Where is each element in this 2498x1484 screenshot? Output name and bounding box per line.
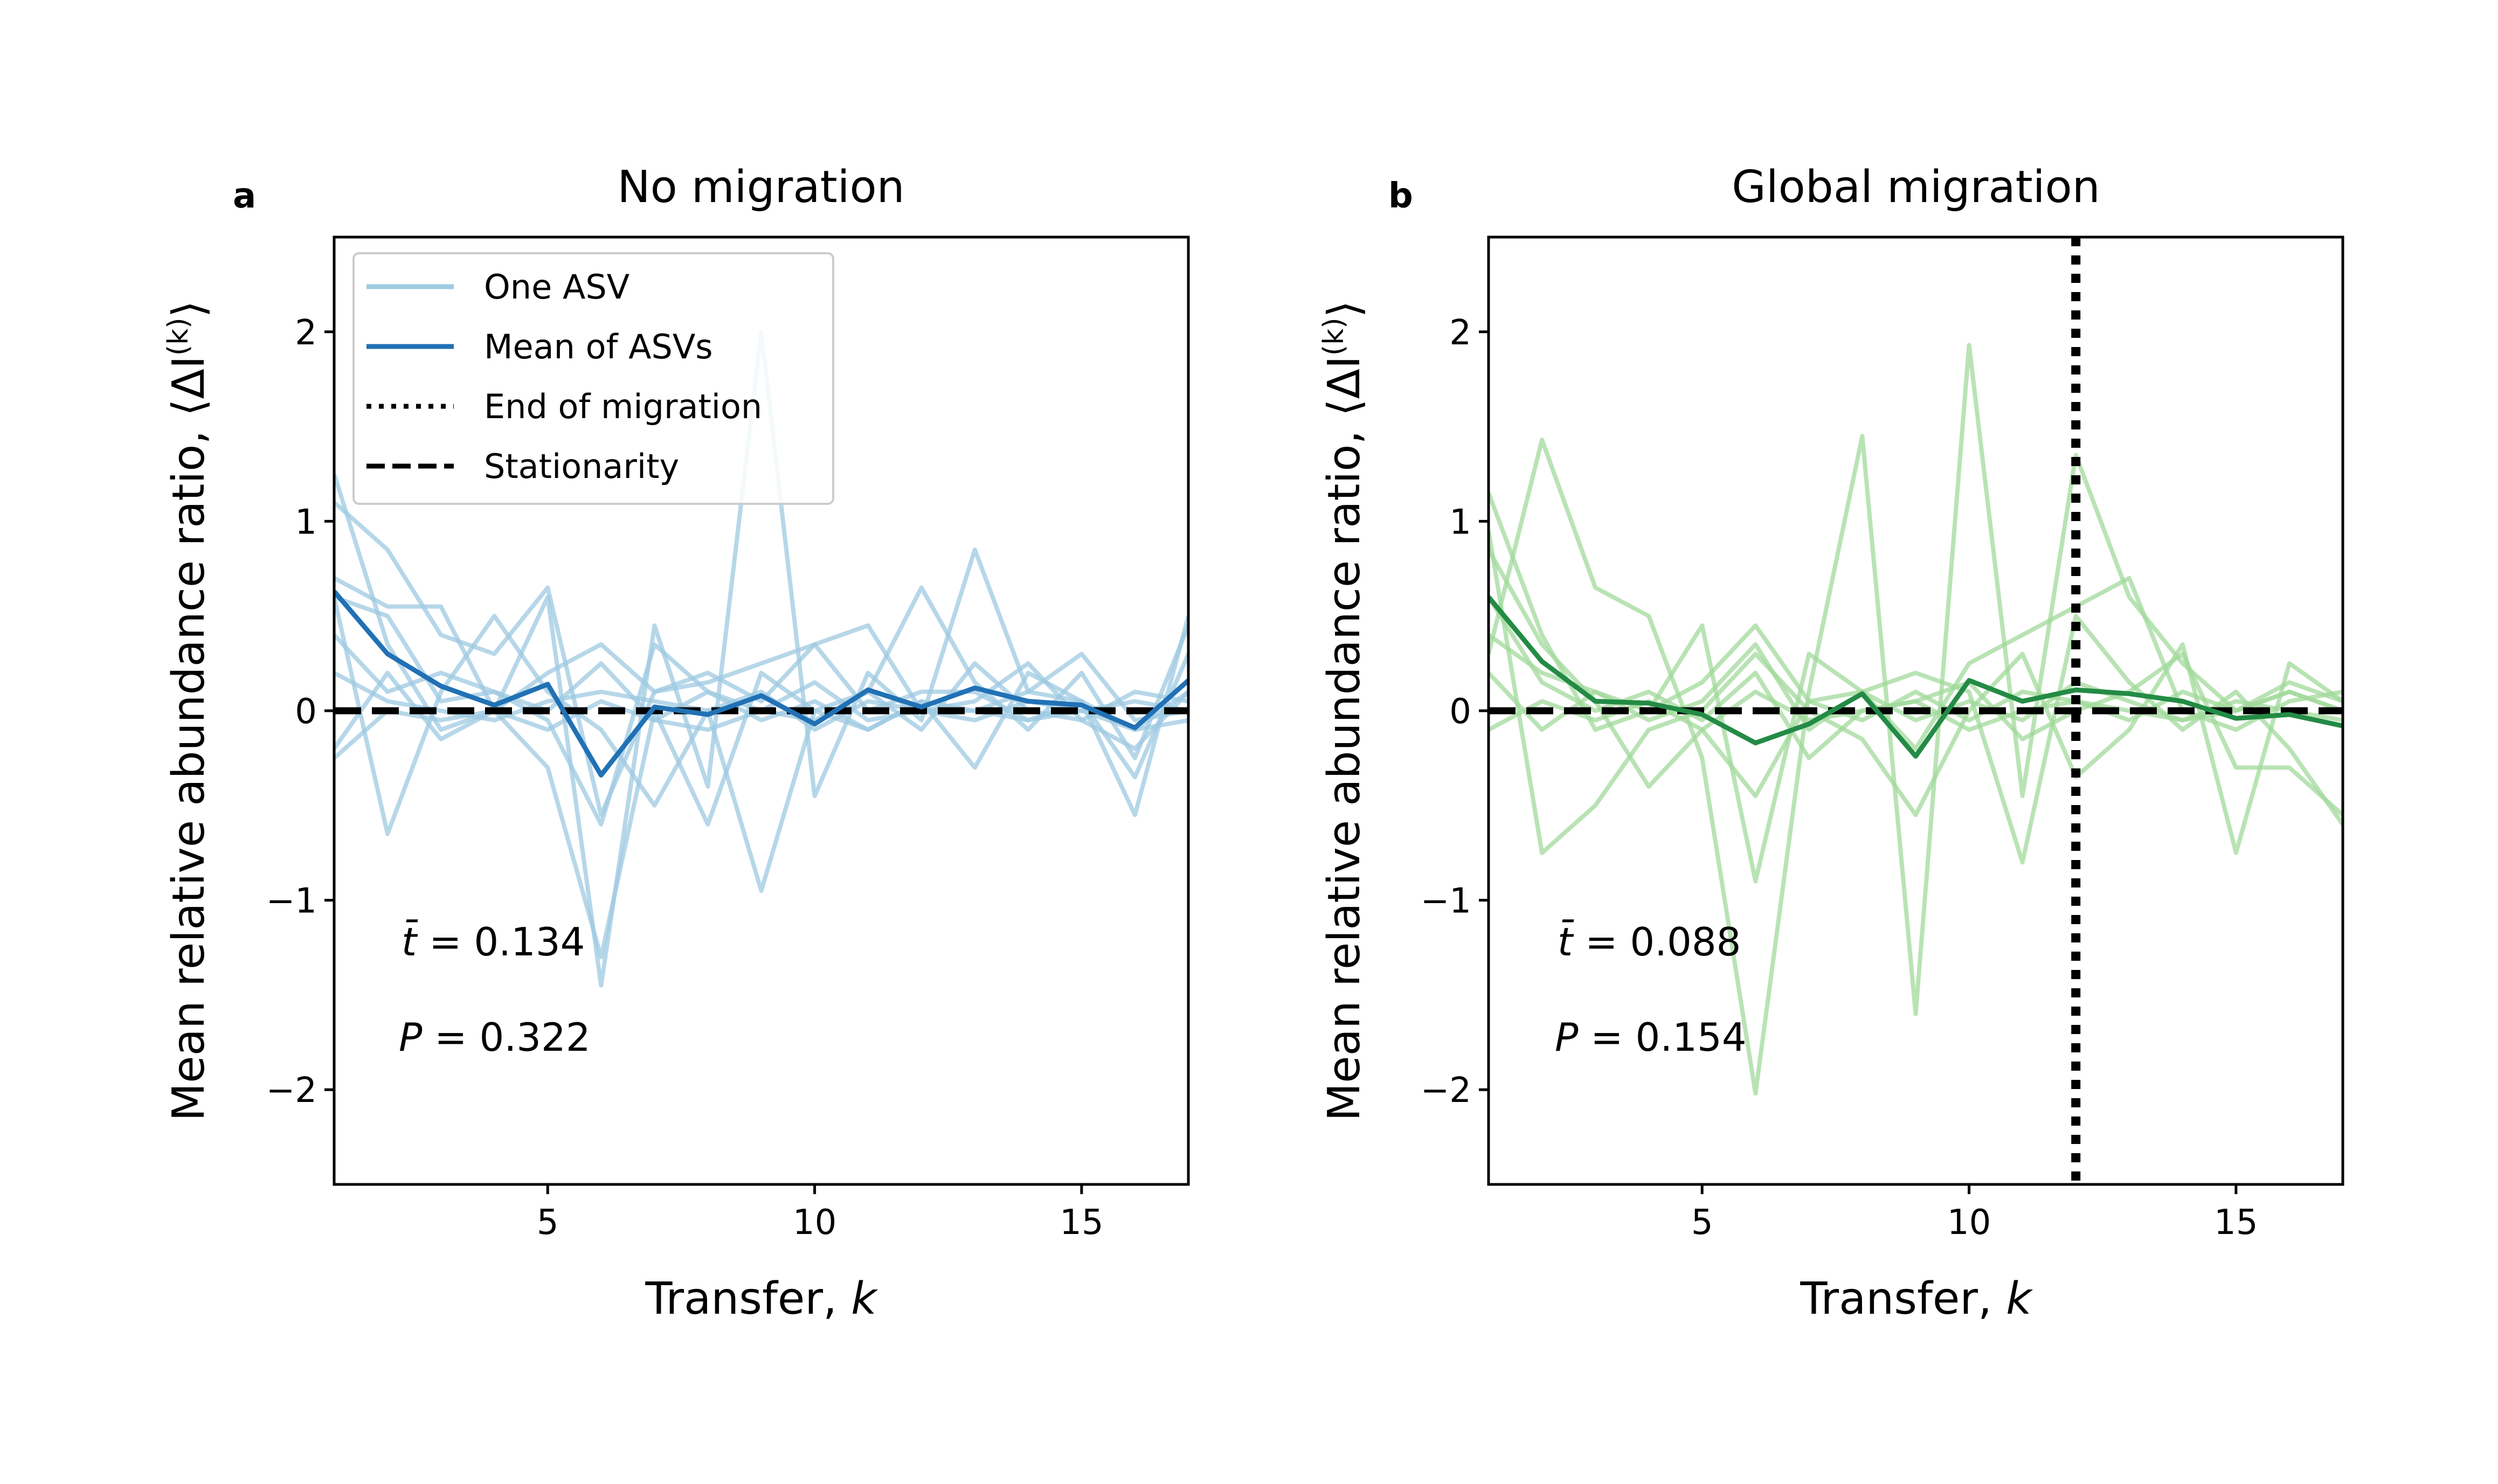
y-tick-label-a-1: 1: [295, 502, 317, 542]
x-tick-label-a-10: 10: [793, 1203, 836, 1243]
y-tick-label-a--2: −2: [266, 1071, 317, 1111]
y-tick-label-b-0: 0: [1449, 692, 1471, 732]
x-axis-label-b: Transfer, k: [1800, 1273, 2033, 1324]
stat-p-a: P = 0.322: [399, 1015, 591, 1060]
x-tick-label-a-5: 5: [537, 1203, 559, 1243]
legend-label-one-asv: One ASV: [484, 267, 629, 307]
x-axis-label-a: Transfer, k: [645, 1273, 878, 1324]
y-tick-label-b-2: 2: [1449, 313, 1471, 353]
mean-line-b: [1489, 595, 2343, 759]
legend-box: [352, 252, 834, 505]
asv-line-a-9: [334, 689, 1188, 760]
y-tick-label-a--1: −1: [266, 882, 317, 921]
panel-b-title: Global migration: [1732, 162, 2100, 213]
y-tick-label-b--2: −2: [1421, 1071, 1471, 1111]
legend: One ASV Mean of ASVs End of migration St…: [352, 252, 834, 505]
legend-label-mean: Mean of ASVs: [484, 327, 713, 366]
stat-t-a: t̄ = 0.134: [402, 919, 585, 965]
x-tick-label-b-5: 5: [1691, 1203, 1713, 1243]
panel-a-title: No migration: [617, 162, 904, 213]
x-tick-label-b-15: 15: [2214, 1203, 2258, 1243]
stat-t-b: t̄ = 0.088: [1558, 919, 1741, 965]
ticks-b: 5 10 15 −2 −1 0 1 2: [1421, 313, 2258, 1243]
x-tick-label-a-15: 15: [1060, 1203, 1103, 1243]
plot-area-a: [334, 329, 1188, 988]
y-axis-label-b: Mean relative abundance ratio, ⟨ΔI(k)⟩: [1318, 300, 1370, 1121]
y-tick-label-a-2: 2: [295, 313, 317, 353]
asv-line-b-8: [1489, 633, 2343, 732]
panel-b: b Global migration 5 10 15 −2 −1 0 1 2 Transfer…: [1318, 162, 2344, 1324]
legend-label-end-migration: End of migration: [484, 387, 762, 426]
asv-line-b-1: [1489, 343, 2343, 1096]
mean-line-a: [334, 590, 1188, 778]
legend-label-stationarity: Stationarity: [484, 447, 679, 486]
asv-line-a-3: [334, 501, 1188, 817]
stat-p-b: P = 0.154: [1555, 1015, 1747, 1060]
panel-letter-a: a: [233, 176, 256, 216]
x-tick-label-b-10: 10: [1947, 1203, 1991, 1243]
asv-line-b-7: [1489, 689, 2343, 732]
ticks-a: 5 10 15 −2 −1 0 1 2: [266, 313, 1104, 1243]
y-tick-label-b--1: −1: [1421, 882, 1471, 921]
y-tick-label-a-0: 0: [295, 692, 317, 732]
panel-letter-b: b: [1388, 176, 1413, 216]
y-axis-label-a: Mean relative abundance ratio, ⟨ΔI(k)⟩: [162, 300, 214, 1121]
asv-line-a-5: [334, 623, 1188, 750]
plot-area-b: [1489, 237, 2343, 1184]
y-tick-label-b-1: 1: [1449, 502, 1471, 542]
